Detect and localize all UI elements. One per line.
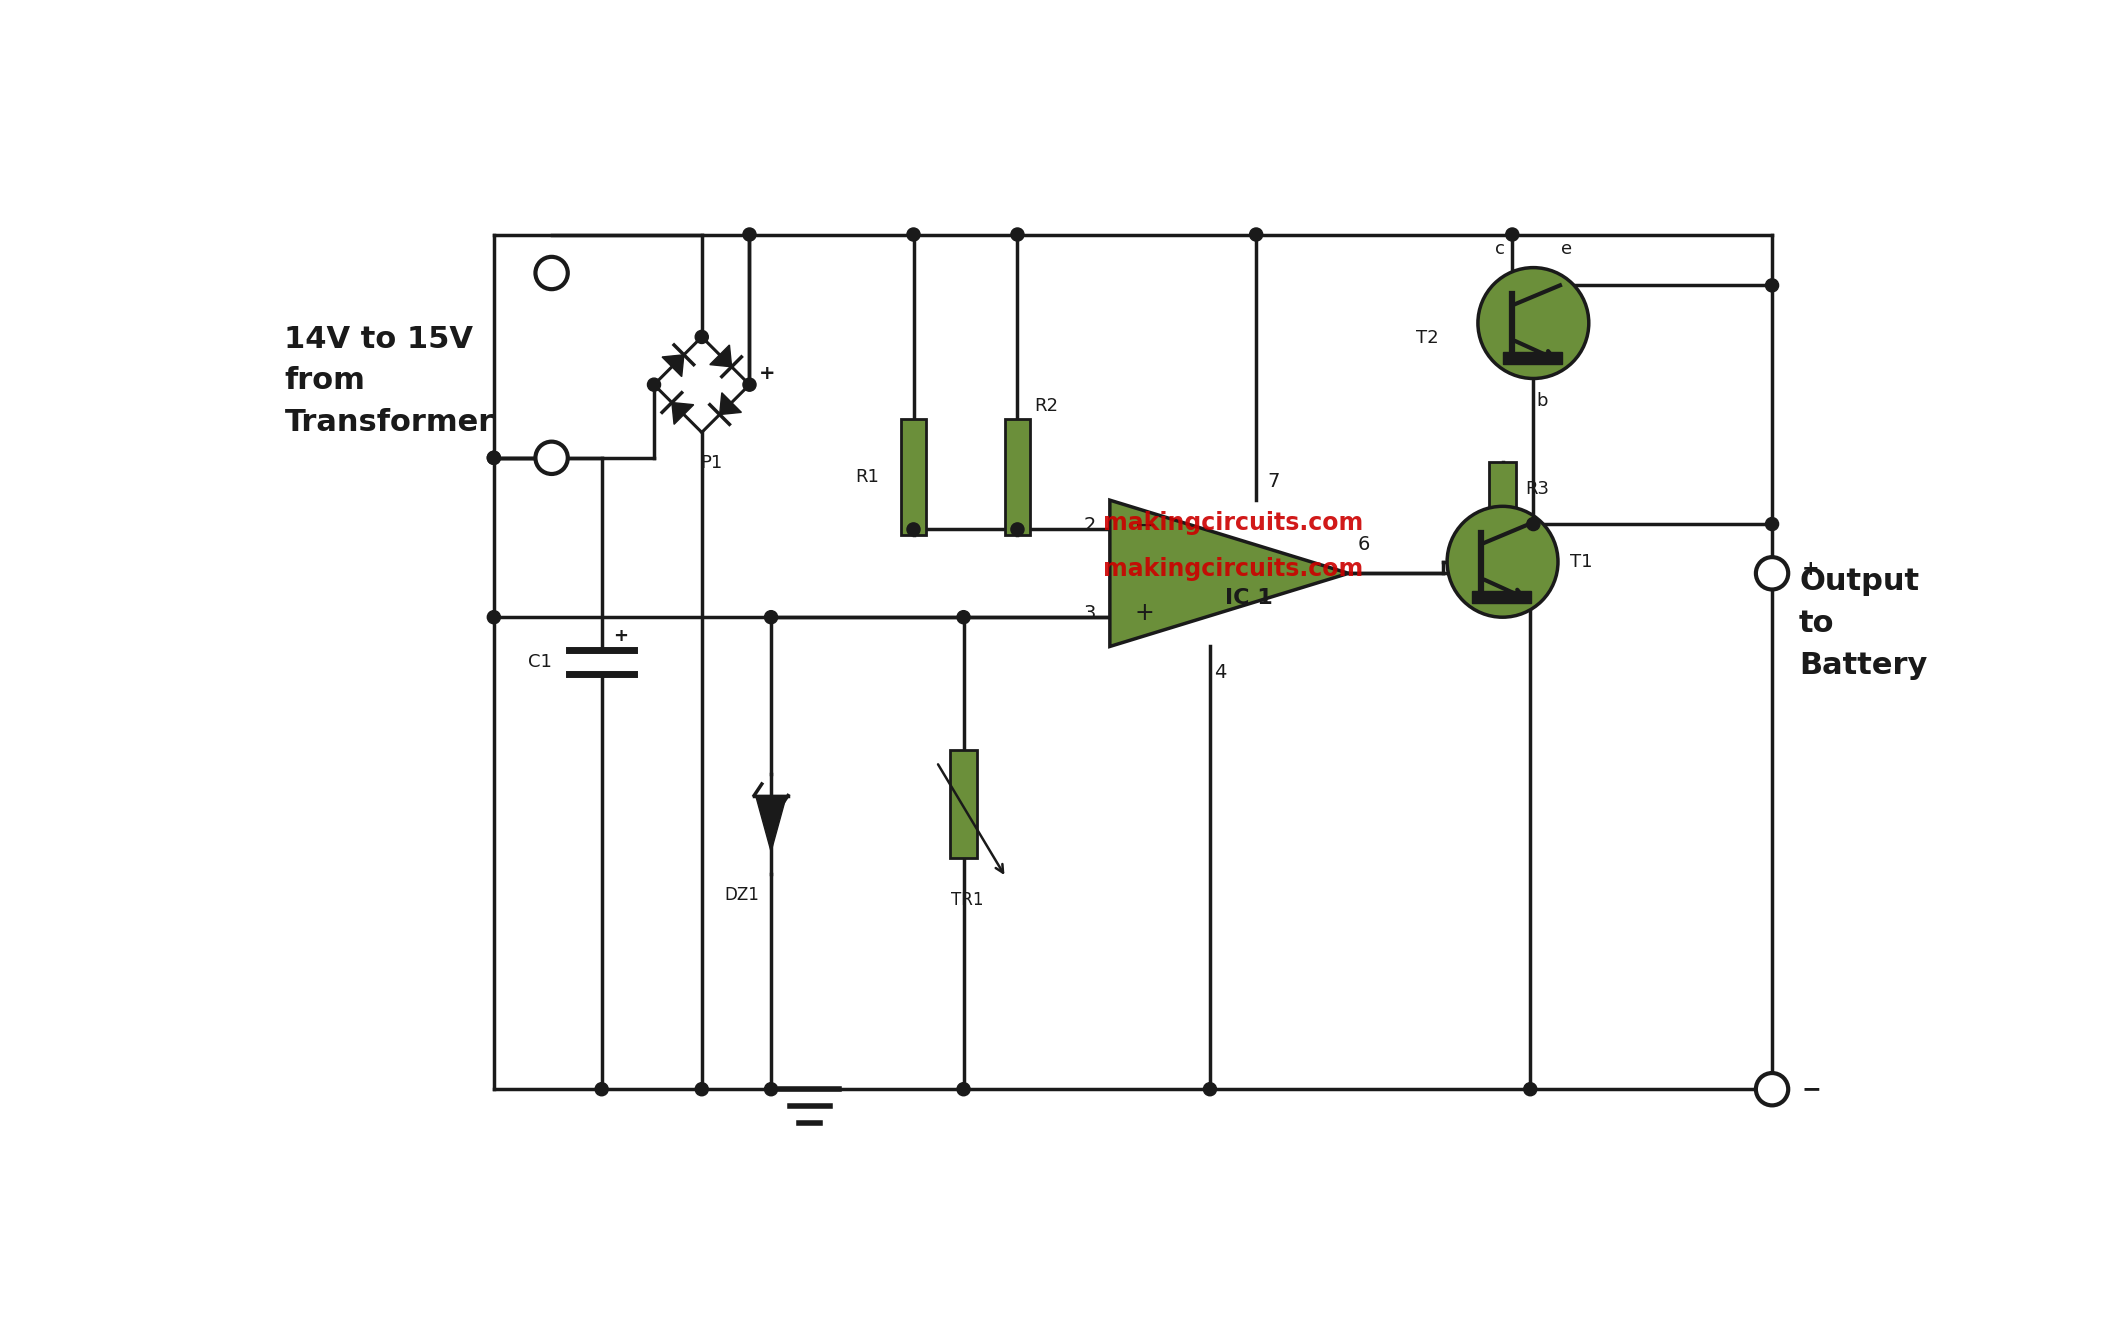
Polygon shape: [719, 393, 741, 414]
Circle shape: [647, 379, 660, 392]
Text: +: +: [1802, 559, 1819, 579]
Polygon shape: [711, 346, 732, 367]
Text: +: +: [760, 364, 775, 383]
Bar: [1006, 419, 1029, 534]
Text: makingcircuits.com: makingcircuits.com: [1103, 512, 1362, 536]
Text: −: −: [1135, 512, 1159, 539]
Circle shape: [764, 611, 777, 624]
Bar: [902, 419, 925, 534]
Circle shape: [535, 442, 569, 474]
Text: DZ1: DZ1: [724, 886, 760, 904]
Text: T1: T1: [1570, 553, 1592, 571]
Circle shape: [535, 257, 569, 289]
Text: 6: 6: [1358, 536, 1371, 554]
Text: R3: R3: [1526, 480, 1549, 497]
Circle shape: [1477, 268, 1589, 379]
Text: TR1: TR1: [951, 890, 985, 909]
Circle shape: [1507, 228, 1519, 241]
Text: R1: R1: [855, 468, 879, 487]
Polygon shape: [755, 795, 787, 852]
Text: IC 1: IC 1: [1224, 588, 1273, 608]
Text: R2: R2: [1033, 397, 1059, 415]
Circle shape: [764, 1083, 777, 1096]
Text: C1: C1: [528, 653, 552, 671]
Circle shape: [488, 611, 501, 624]
Text: +: +: [1135, 601, 1154, 625]
Circle shape: [594, 1083, 609, 1096]
Polygon shape: [1110, 500, 1350, 646]
Circle shape: [1755, 557, 1789, 590]
Bar: [1502, 352, 1562, 364]
Circle shape: [1766, 517, 1778, 530]
Bar: [1490, 462, 1515, 516]
Circle shape: [488, 451, 501, 464]
Text: 14V to 15V
from
Transformer: 14V to 15V from Transformer: [284, 324, 494, 437]
Circle shape: [1203, 1083, 1216, 1096]
Text: Output
to
Battery: Output to Battery: [1799, 567, 1927, 679]
Circle shape: [957, 611, 970, 624]
Circle shape: [906, 228, 921, 241]
Text: T2: T2: [1415, 330, 1439, 347]
Circle shape: [957, 1083, 970, 1096]
Circle shape: [1528, 517, 1541, 530]
Text: −: −: [1802, 1078, 1821, 1101]
Circle shape: [1755, 1074, 1789, 1105]
Circle shape: [696, 330, 709, 343]
Text: b: b: [1536, 392, 1549, 410]
Circle shape: [1250, 228, 1263, 241]
Text: +: +: [613, 627, 628, 645]
Polygon shape: [662, 355, 683, 377]
Circle shape: [1010, 522, 1025, 536]
Circle shape: [743, 379, 755, 392]
Polygon shape: [673, 402, 694, 425]
Circle shape: [696, 1083, 709, 1096]
Circle shape: [1524, 1083, 1536, 1096]
Bar: [1473, 591, 1532, 603]
Text: makingcircuits.com: makingcircuits.com: [1103, 558, 1362, 582]
Circle shape: [906, 522, 921, 536]
Text: P1: P1: [700, 454, 721, 472]
Text: e: e: [1562, 240, 1572, 259]
Text: 7: 7: [1267, 472, 1280, 491]
Text: 4: 4: [1214, 663, 1227, 682]
Text: c: c: [1496, 240, 1504, 259]
Circle shape: [1766, 278, 1778, 291]
Circle shape: [1447, 506, 1558, 617]
Text: 2: 2: [1084, 516, 1095, 536]
Circle shape: [1010, 228, 1025, 241]
Bar: [951, 751, 978, 859]
Text: 3: 3: [1084, 604, 1095, 623]
Circle shape: [743, 228, 755, 241]
Circle shape: [488, 451, 501, 464]
